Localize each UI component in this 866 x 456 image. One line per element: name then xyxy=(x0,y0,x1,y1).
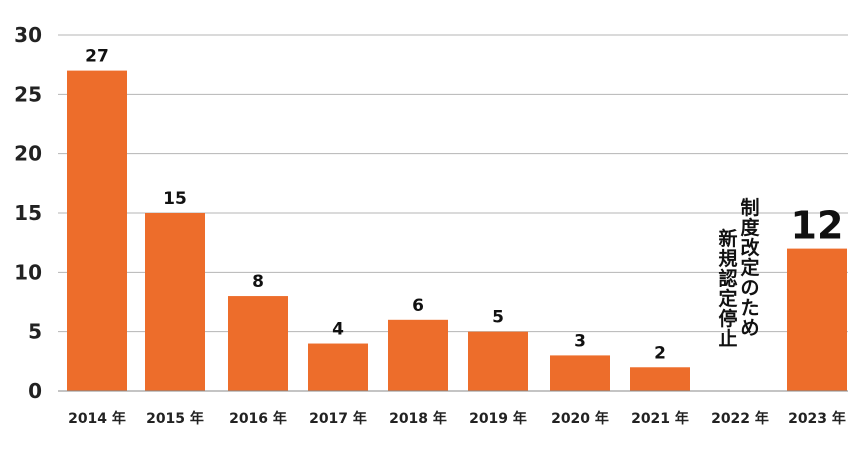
bar-2020 年 xyxy=(550,355,610,391)
x-tick-label: 2021 年 xyxy=(631,410,689,427)
annotation-line: 制度改定のため xyxy=(740,196,760,339)
data-label: 15 xyxy=(163,189,187,209)
x-tick-label: 2022 年 xyxy=(711,410,769,427)
data-label: 3 xyxy=(574,331,586,351)
bar-2016 年 xyxy=(228,296,288,391)
annotation-line: 新規認定停止 xyxy=(718,227,737,350)
data-label: 4 xyxy=(332,320,344,340)
y-tick-label: 20 xyxy=(14,142,42,166)
x-tick-label: 2020 年 xyxy=(551,410,609,427)
x-tick-label: 2014 年 xyxy=(68,410,126,427)
y-axis-ticks: 0 5 10 15 20 25 30 xyxy=(14,23,42,403)
bar-2017 年 xyxy=(308,343,368,391)
data-label: 6 xyxy=(412,296,424,316)
bar-2019 年 xyxy=(468,331,528,391)
x-axis-ticks: 2014 年 2015 年 2016 年 2017 年 2018 年 2019 年 2020… xyxy=(68,410,846,427)
bar-2021 年 xyxy=(630,367,690,391)
y-tick-label: 25 xyxy=(14,82,42,106)
data-label: 12 xyxy=(791,204,844,248)
x-tick-label: 2015 年 xyxy=(146,410,204,427)
x-tick-label: 2023 年 xyxy=(788,410,846,427)
x-tick-label: 2018 年 xyxy=(389,410,447,427)
y-tick-label: 15 xyxy=(14,201,42,225)
data-label: 5 xyxy=(492,308,504,328)
bar-2014 年 xyxy=(67,70,127,391)
data-label: 2 xyxy=(654,343,666,363)
data-label: 27 xyxy=(85,47,109,67)
data-label: 8 xyxy=(252,272,264,292)
y-tick-label: 0 xyxy=(28,379,42,403)
bar-2023 年 xyxy=(787,248,847,391)
bar-2015 年 xyxy=(145,213,205,391)
y-tick-label: 30 xyxy=(14,23,42,47)
bars xyxy=(67,70,847,391)
x-tick-label: 2017 年 xyxy=(309,410,367,427)
bar-2018 年 xyxy=(388,319,448,391)
x-tick-label: 2016 年 xyxy=(229,410,287,427)
x-tick-label: 2019 年 xyxy=(469,410,527,427)
data-labels: 27 15 8 4 6 5 3 2 12 xyxy=(85,47,843,364)
y-tick-label: 5 xyxy=(28,320,42,344)
y-tick-label: 10 xyxy=(14,260,42,284)
